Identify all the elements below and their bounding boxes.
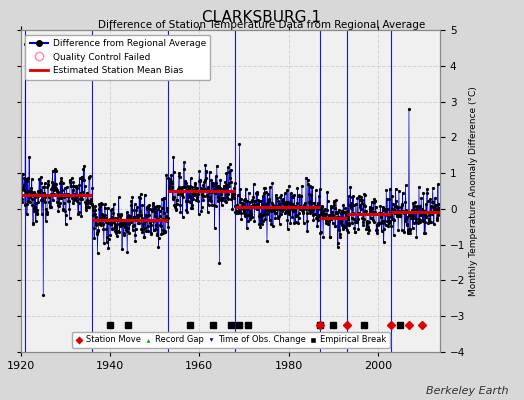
Text: Berkeley Earth: Berkeley Earth <box>426 386 508 396</box>
Text: CLARKSBURG 1: CLARKSBURG 1 <box>202 10 322 25</box>
Legend: Station Move, Record Gap, Time of Obs. Change, Empirical Break: Station Move, Record Gap, Time of Obs. C… <box>72 332 389 348</box>
Text: Difference of Station Temperature Data from Regional Average: Difference of Station Temperature Data f… <box>99 20 425 30</box>
Y-axis label: Monthly Temperature Anomaly Difference (°C): Monthly Temperature Anomaly Difference (… <box>470 86 478 296</box>
